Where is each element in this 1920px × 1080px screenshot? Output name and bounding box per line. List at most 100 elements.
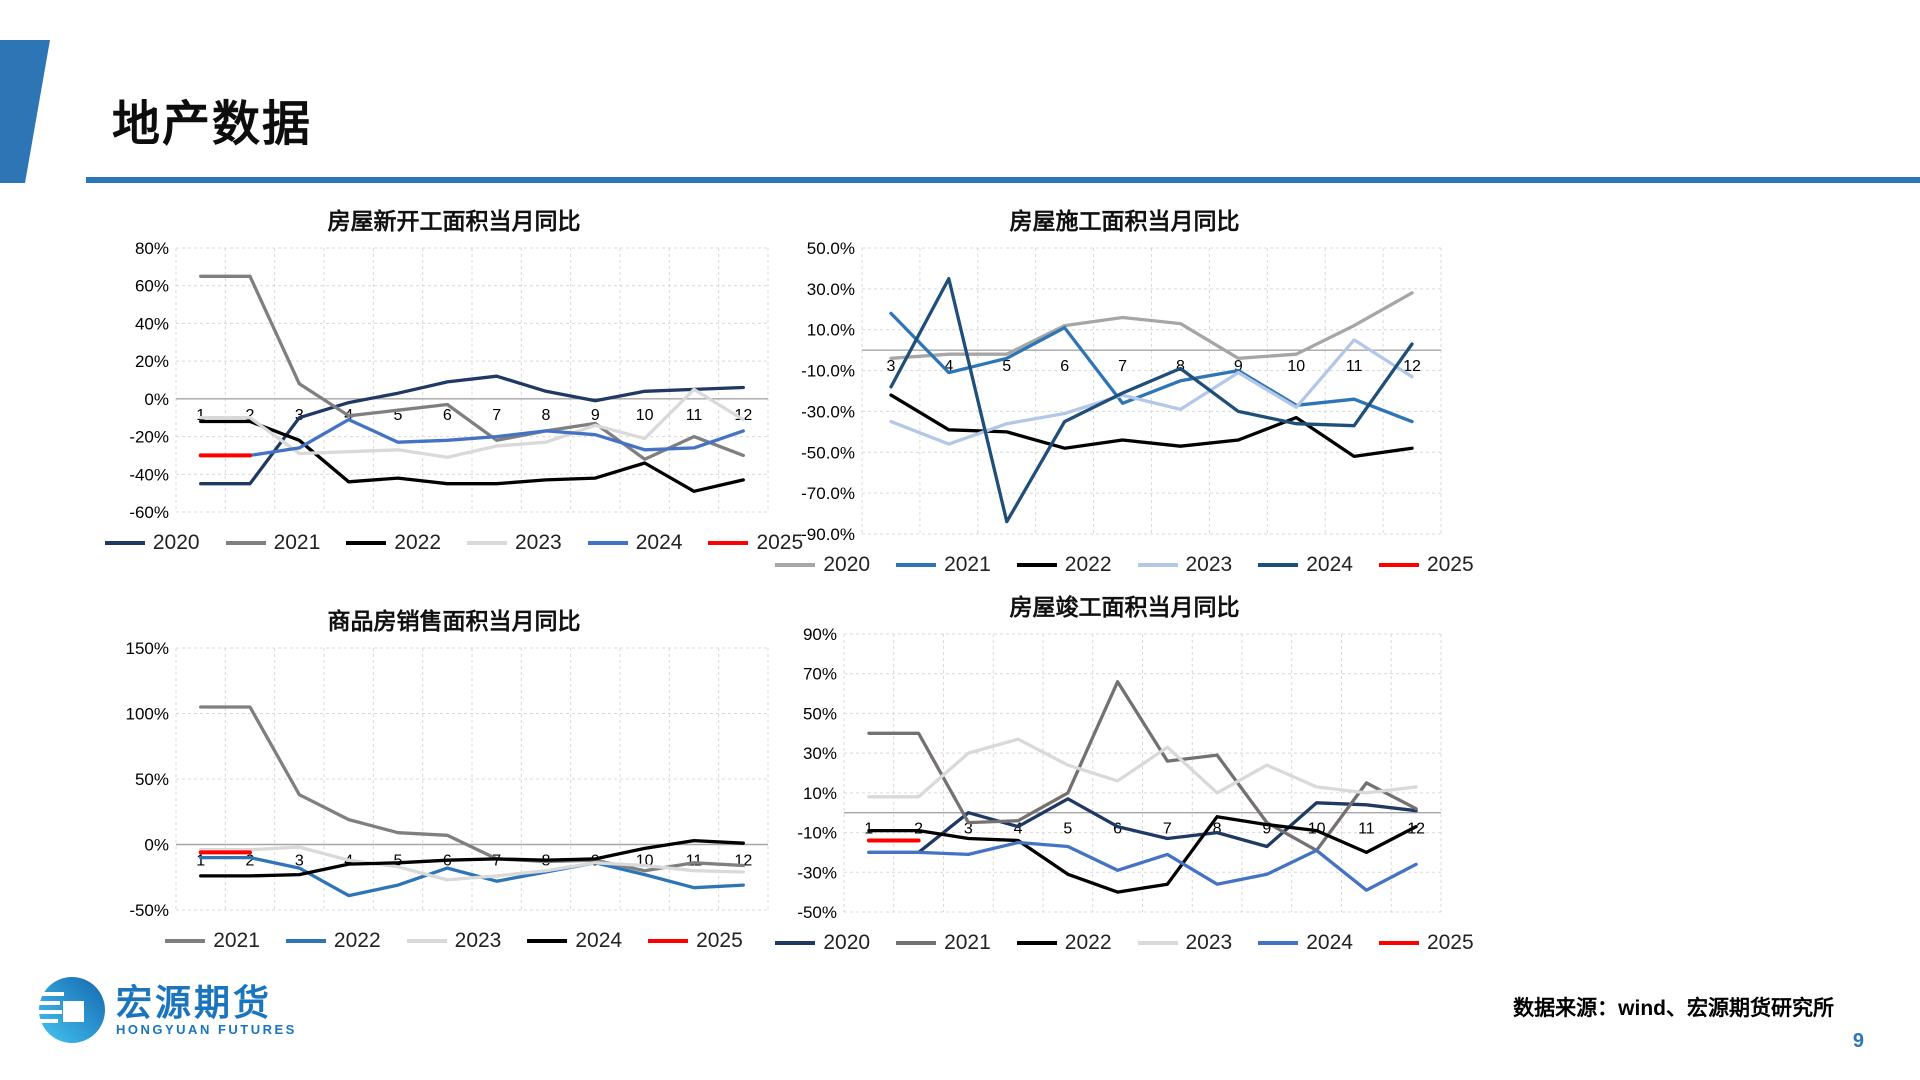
svg-text:30%: 30%	[803, 744, 837, 763]
svg-text:9: 9	[1234, 358, 1243, 375]
header-accent-line	[86, 177, 1920, 183]
legend-label: 2023	[515, 531, 562, 554]
chart-title: 房屋施工面积当月同比	[1009, 208, 1240, 234]
svg-text:4: 4	[1014, 821, 1023, 838]
svg-text:5: 5	[1002, 358, 1011, 375]
svg-text:3: 3	[886, 358, 895, 375]
svg-text:-30.0%: -30.0%	[801, 402, 855, 421]
svg-text:1: 1	[196, 853, 205, 870]
legend-swatch	[467, 541, 507, 545]
svg-text:4: 4	[944, 358, 953, 375]
legend-label: 2022	[1064, 931, 1112, 954]
legend-swatch	[1258, 941, 1299, 945]
legend-label: 2025	[1426, 931, 1474, 954]
svg-text:3: 3	[295, 407, 304, 424]
legend-swatch	[708, 541, 749, 545]
legend-label: 2022	[394, 531, 441, 554]
svg-text:20%: 20%	[135, 352, 169, 371]
svg-text:-50.0%: -50.0%	[801, 443, 855, 462]
svg-text:7: 7	[492, 853, 501, 870]
chart-title: 商品房销售面积当月同比	[327, 608, 581, 634]
svg-text:5: 5	[394, 407, 403, 424]
legend-item-2024: 2024	[1258, 553, 1353, 577]
svg-text:8: 8	[1213, 821, 1222, 838]
legend-swatch	[896, 563, 937, 567]
svg-text:50%: 50%	[135, 770, 169, 789]
legend-item-2025: 2025	[648, 929, 743, 953]
chart-housing-new-starts: 房屋新开工面积当月同比 80% 60% 40% 20% 0% -20% -40% -60% 1 2…	[104, 206, 803, 562]
svg-text:50%: 50%	[803, 704, 837, 723]
chart-canvas: 150%100%50%0%-50%1 2 3 4 5 6 7 8 9 10 11 12	[126, 639, 769, 920]
svg-text:-10%: -10%	[797, 824, 837, 843]
svg-text:-60%: -60%	[129, 503, 169, 522]
legend-label: 2022	[1064, 553, 1112, 576]
legend-label: 2023	[1185, 931, 1233, 954]
svg-text:-30%: -30%	[797, 863, 837, 882]
logo-text-cn: 宏源期货	[116, 981, 273, 1023]
legend-item-2025: 2025	[708, 531, 803, 555]
legend-item-2021: 2021	[896, 553, 991, 577]
svg-text:30.0%: 30.0%	[807, 280, 855, 299]
svg-text:-40%: -40%	[129, 465, 169, 484]
legend-item-2022: 2022	[346, 531, 441, 555]
svg-text:9: 9	[1262, 821, 1271, 838]
svg-text:3: 3	[964, 821, 973, 838]
legend-item-2025: 2025	[1378, 931, 1474, 955]
svg-text:-90.0%: -90.0%	[801, 525, 855, 544]
svg-text:1: 1	[196, 407, 205, 424]
legend-item-2024: 2024	[527, 929, 622, 953]
legend-item-2021: 2021	[896, 931, 991, 955]
page-title: 地产数据	[112, 98, 313, 151]
chart-legend: 2020 2021 2022 2023 2024 2025	[775, 548, 1474, 582]
svg-text:-50%: -50%	[129, 901, 169, 920]
legend-swatch	[1137, 563, 1178, 567]
legend-swatch	[1137, 941, 1178, 945]
svg-text:5: 5	[1063, 821, 1072, 838]
legend-label: 2024	[635, 531, 683, 554]
legend-item-2024: 2024	[1258, 931, 1353, 955]
chart-legend: 2020 2021 2022 2023 2024 2025	[104, 526, 803, 560]
legend-label: 2021	[944, 931, 991, 954]
logo-text-en: HONGYUAN FUTURES	[116, 1021, 297, 1037]
legend-swatch	[165, 939, 206, 943]
source-note: 数据来源：wind、宏源期货研究所	[1513, 997, 1834, 1020]
legend-swatch	[1016, 941, 1057, 945]
legend-item-2020: 2020	[775, 931, 870, 955]
svg-text:7: 7	[1163, 821, 1172, 838]
legend-item-2020: 2020	[775, 553, 870, 577]
legend-swatch	[896, 941, 937, 945]
chart-canvas: 90%70%50%30%10%-10%-30%-50%1 2 3 4 5 6 7 8 9 10 11…	[797, 625, 1442, 922]
svg-text:6: 6	[443, 407, 452, 424]
legend-swatch	[587, 541, 628, 545]
svg-text:0%: 0%	[144, 836, 169, 855]
legend-item-2023: 2023	[1137, 553, 1232, 577]
legend-item-2023: 2023	[467, 531, 562, 555]
logo: 宏源期货 HONGYUAN FUTURES	[38, 976, 297, 1044]
legend-item-2023: 2023	[1137, 931, 1233, 955]
svg-text:80%: 80%	[135, 239, 169, 258]
legend-swatch	[1378, 563, 1419, 567]
svg-text:-70.0%: -70.0%	[801, 484, 855, 503]
svg-text:2: 2	[246, 853, 255, 870]
svg-text:100%: 100%	[126, 705, 169, 724]
page-number: 9	[1852, 1030, 1864, 1052]
legend-label: 2024	[1306, 553, 1353, 576]
legend-swatch	[527, 939, 568, 943]
legend-label: 2024	[575, 929, 623, 952]
legend-swatch	[406, 939, 447, 943]
header-deco-shape	[0, 40, 50, 183]
logo-icon	[38, 977, 105, 1043]
svg-text:7: 7	[492, 407, 501, 424]
legend-item-2021: 2021	[165, 929, 260, 953]
chart-title: 房屋竣工面积当月同比	[1009, 594, 1240, 620]
legend-item-2021: 2021	[225, 531, 320, 555]
svg-text:8: 8	[542, 407, 551, 424]
svg-text:90%: 90%	[803, 625, 837, 644]
legend-label: 2025	[696, 929, 743, 952]
legend-swatch	[1378, 941, 1419, 945]
svg-text:6: 6	[1060, 358, 1069, 375]
svg-text:6: 6	[1113, 821, 1122, 838]
legend-label: 2025	[756, 531, 804, 554]
chart-commercial-housing-sales: 商品房销售面积当月同比 150% 100% 50% 0% -50% 1 2 3 4 5 6 7 8 9 10…	[124, 606, 784, 962]
svg-text:10: 10	[1287, 358, 1305, 375]
